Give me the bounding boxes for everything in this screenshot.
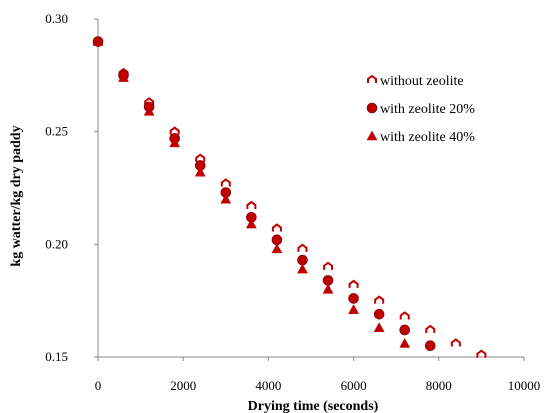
legend: without zeolite with zeolite 20% with zeol… (366, 74, 475, 145)
data-point-triangle (322, 283, 334, 294)
legend-marker-circle (366, 102, 378, 114)
data-point-triangle (245, 218, 257, 229)
y-axis-title: kg watter/kg dry paddy (9, 125, 24, 266)
data-point-triangle (92, 36, 104, 46)
x-axis-title: Drying time (seconds) (248, 399, 379, 413)
data-point-open-hollow (297, 243, 308, 252)
y-tick-label: 0.30 (45, 11, 68, 26)
legend-marker-open-hollow (367, 74, 377, 83)
data-point-triangle (399, 337, 411, 348)
x-tick-label: 4000 (255, 378, 281, 393)
data-point-triangle (143, 105, 155, 116)
x-tick-labels: 0 2000 4000 6000 8000 10000 (95, 357, 541, 393)
data-point-open-hollow (323, 261, 334, 270)
data-point-triangle (373, 322, 385, 332)
y-tick-label: 0.25 (45, 124, 68, 139)
legend-label: with zeolite 20% (380, 102, 475, 117)
x-tick-label: 10000 (508, 378, 541, 393)
data-point-circle (271, 234, 283, 246)
data-point-open-hollow (271, 223, 282, 232)
data-point-open-hollow (195, 153, 206, 162)
data-point-open-hollow (450, 338, 461, 347)
x-tick-label: 8000 (426, 378, 452, 393)
data-point-triangle (220, 193, 232, 204)
legend-marker-triangle (366, 130, 378, 141)
data-point-triangle (348, 304, 360, 314)
x-tick-label: 0 (95, 378, 102, 393)
data-point-open-hollow (348, 279, 359, 288)
data-point-circle (399, 324, 411, 336)
data-point-triangle (118, 72, 129, 82)
data-point-open-hollow (220, 178, 231, 187)
y-tick-labels: 0.15 0.20 0.25 0.30 (45, 11, 98, 364)
data-point-open-hollow (425, 324, 436, 333)
data-point-open-hollow (246, 200, 257, 210)
data-point-circle (348, 293, 359, 304)
data-point-open-hollow (144, 97, 155, 106)
y-tick-label: 0.20 (45, 236, 68, 251)
data-points (92, 36, 487, 358)
legend-label: with zeolite 40% (380, 130, 475, 145)
axes (97, 19, 524, 358)
data-point-triangle (194, 166, 206, 177)
data-point-open-hollow (476, 349, 487, 358)
data-point-open-hollow (374, 295, 385, 304)
y-tick-label: 0.15 (45, 349, 68, 364)
x-tick-label: 6000 (341, 378, 367, 393)
data-point-open-hollow (399, 311, 410, 320)
data-point-triangle (169, 137, 181, 148)
data-point-circle (322, 275, 334, 286)
data-point-circle (424, 340, 436, 352)
legend-label: without zeolite (380, 74, 464, 89)
data-point-triangle (297, 263, 308, 274)
data-point-circle (373, 308, 385, 320)
data-point-open-hollow (169, 126, 180, 135)
x-tick-label: 2000 (170, 378, 196, 393)
data-point-circle (297, 254, 308, 266)
data-point-triangle (271, 243, 283, 254)
